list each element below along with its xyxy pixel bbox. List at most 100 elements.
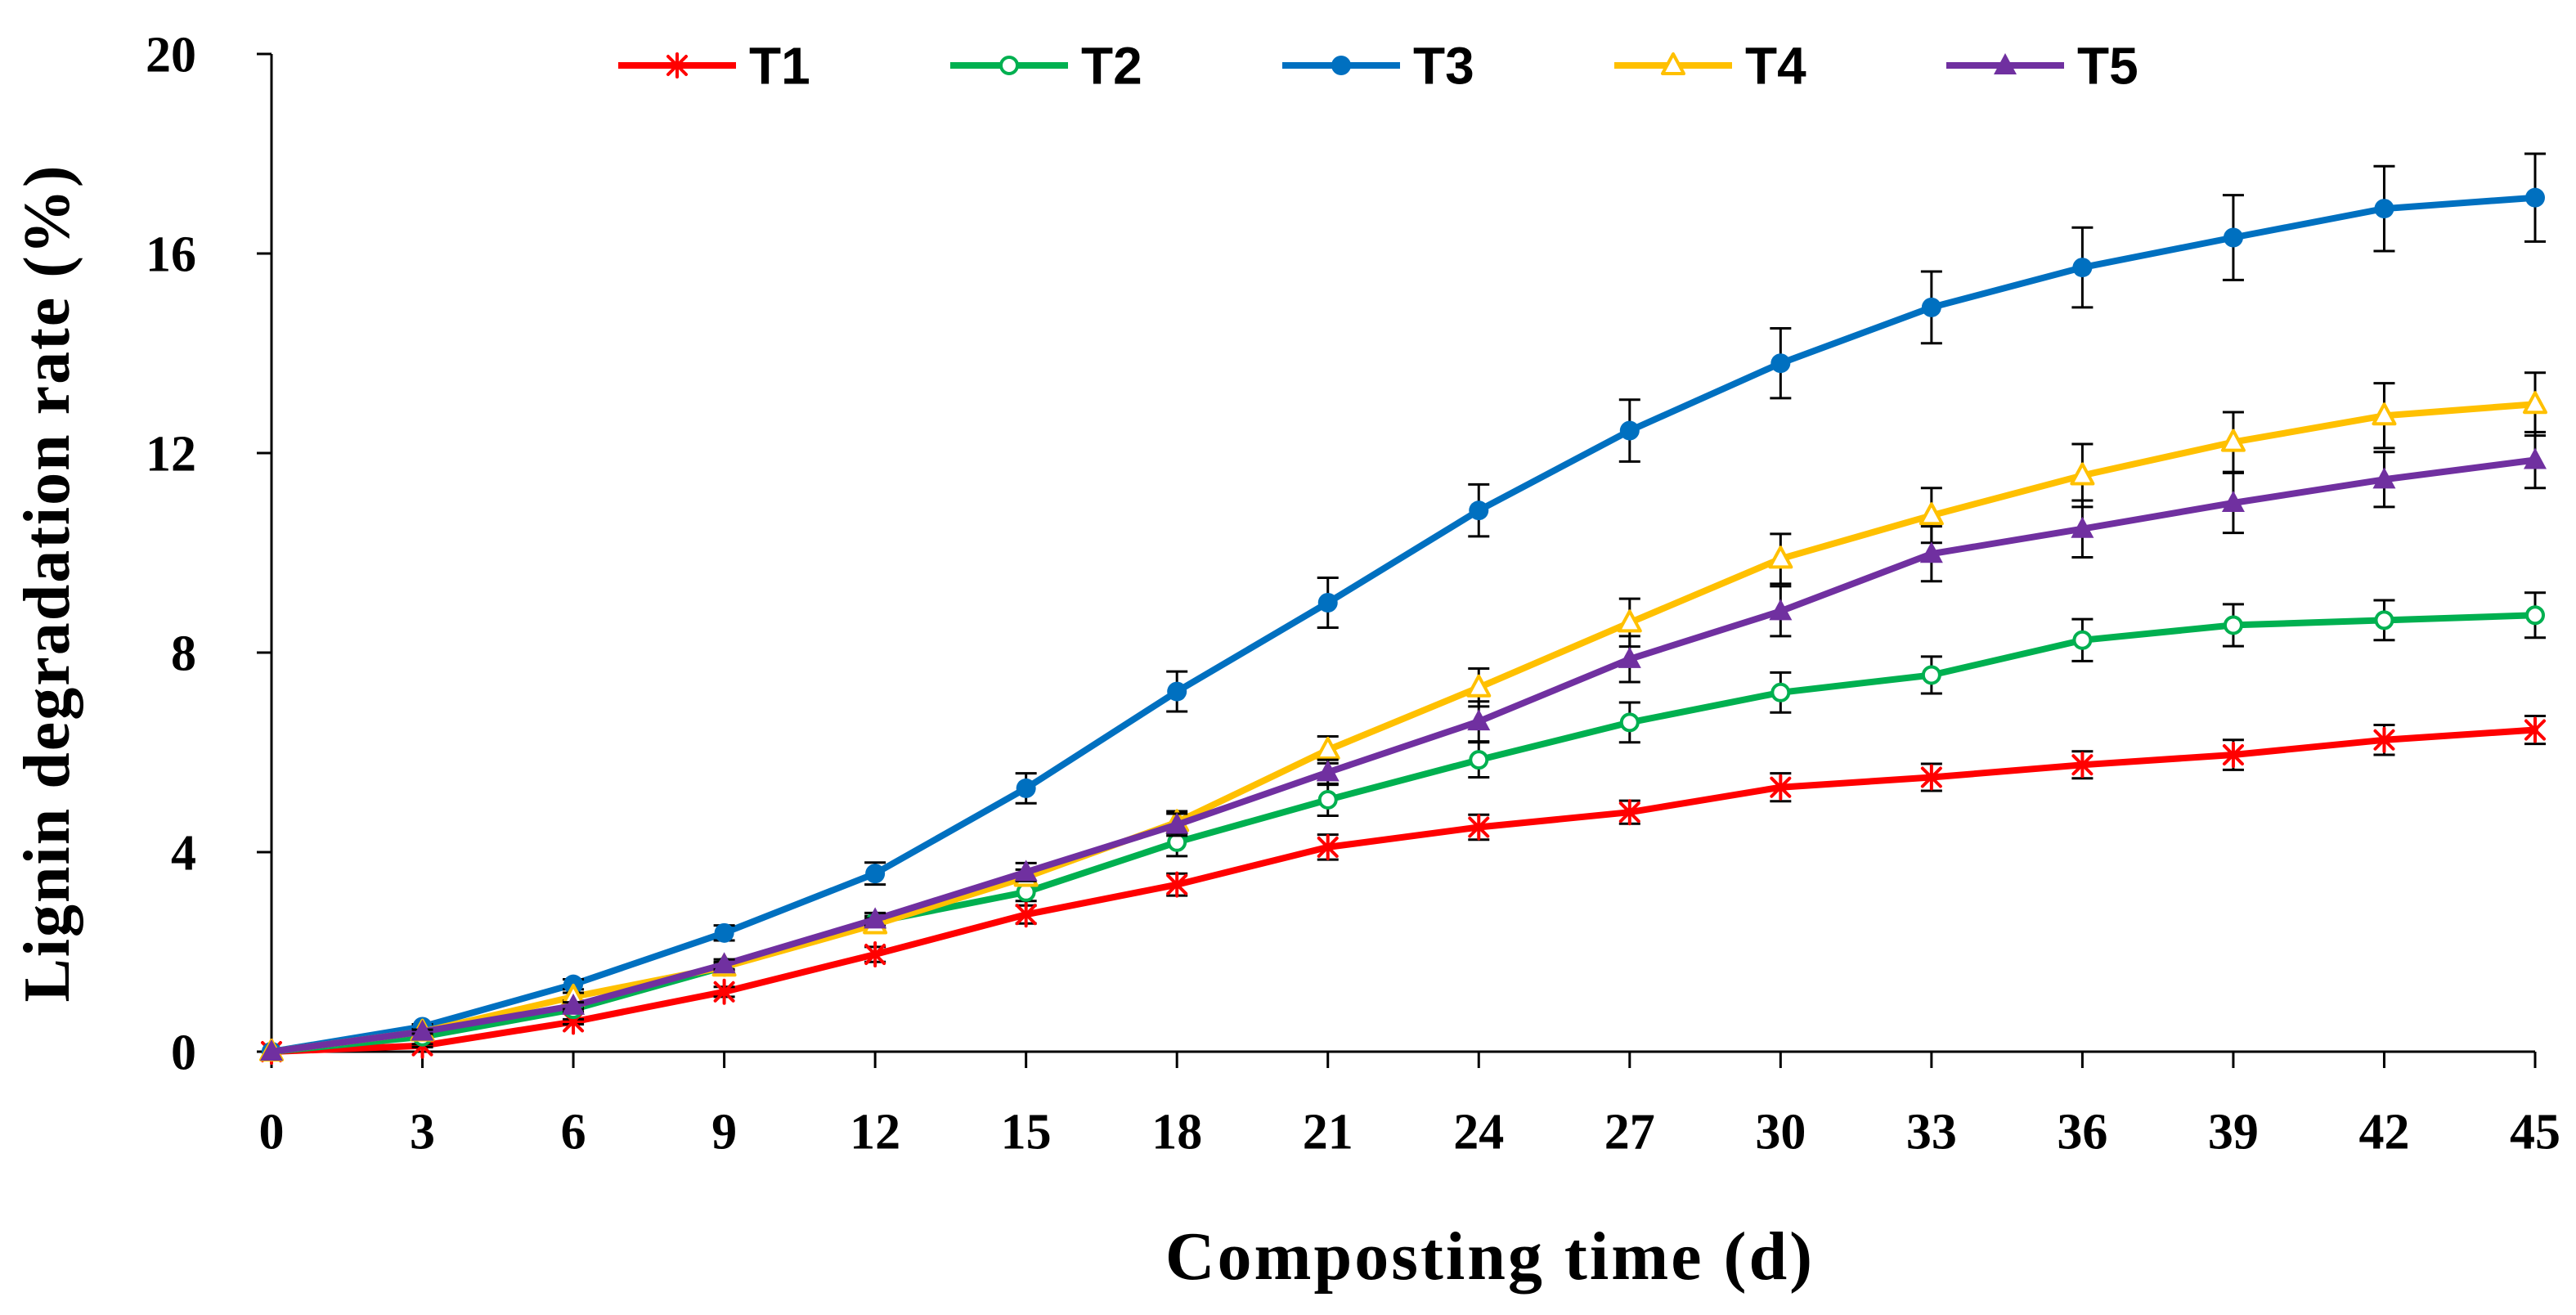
data-point-t1 — [713, 978, 735, 1005]
data-point-t4 — [2372, 402, 2397, 426]
data-point-t1 — [1920, 764, 1942, 791]
data-point-t3 — [1921, 297, 1941, 317]
y-tick-label: 8 — [171, 626, 196, 682]
data-point-t1 — [2373, 726, 2395, 753]
legend-item-t2: T2 — [950, 36, 1142, 95]
data-point-t5 — [1316, 760, 1340, 782]
legend-marker-t2 — [999, 56, 1019, 75]
data-point-t4 — [2070, 462, 2095, 486]
data-point-t5 — [1014, 859, 1038, 882]
legend-item-t4: T4 — [1614, 36, 1806, 95]
x-tick-label: 3 — [410, 1105, 435, 1160]
y-tick-label: 0 — [171, 1026, 196, 1081]
x-tick-label: 42 — [2358, 1105, 2409, 1160]
series-t5 — [260, 430, 2547, 1061]
legend: T1 T2 T3 T4 T5 — [618, 36, 2138, 95]
legend-marker-t3 — [1331, 56, 1351, 75]
data-point-t3 — [2525, 187, 2545, 208]
x-axis-ticks: 0 3 6 9 12 15 18 21 24 27 30 33 36 39 42 45 — [259, 1052, 2560, 1160]
data-point-t5 — [1919, 541, 1943, 563]
series-line-t5 — [268, 456, 2538, 1055]
x-axis-title: Composting time (d) — [1165, 1219, 1815, 1295]
series-line-t1 — [268, 726, 2538, 1055]
data-point-t2 — [1770, 682, 1791, 702]
series-t1 — [261, 714, 2546, 1065]
legend-marker-t1 — [666, 52, 688, 79]
data-point-t3 — [714, 922, 734, 943]
data-point-t2 — [1317, 789, 1338, 810]
series-t4 — [259, 371, 2547, 1061]
data-point-t3 — [1016, 778, 1036, 798]
data-point-t5 — [712, 952, 736, 974]
x-tick-label: 30 — [1755, 1105, 1806, 1160]
data-point-t5 — [864, 907, 887, 929]
legend-marker-t4 — [1661, 52, 1685, 75]
legend-item-t3: T3 — [1282, 36, 1474, 95]
data-point-t3 — [1770, 353, 1791, 374]
x-tick-label: 18 — [1151, 1105, 1202, 1160]
x-tick-label: 45 — [2510, 1105, 2560, 1160]
series-line-t3 — [268, 194, 2538, 1055]
data-point-t3 — [1167, 681, 1187, 702]
legend-marker-t5 — [1994, 53, 2017, 74]
x-tick-label: 24 — [1453, 1105, 1504, 1160]
data-point-t1 — [2071, 752, 2094, 779]
x-tick-label: 15 — [1001, 1105, 1052, 1160]
x-tick-label: 21 — [1303, 1105, 1353, 1160]
legend-label-t4: T4 — [1745, 36, 1806, 95]
y-axis-ticks: 0 4 8 12 16 20 — [146, 28, 272, 1081]
y-tick-label: 12 — [146, 427, 196, 482]
legend-label-t5: T5 — [2077, 36, 2138, 95]
y-axis-title: Lignin degradation rate (%) — [11, 164, 83, 1002]
data-point-t5 — [2524, 447, 2547, 469]
data-point-t1 — [2222, 742, 2244, 769]
data-point-t1 — [1770, 774, 1792, 801]
data-point-t5 — [1618, 646, 1641, 668]
data-point-t1 — [1468, 814, 1490, 841]
legend-item-t1: T1 — [618, 36, 810, 95]
data-point-t5 — [1165, 812, 1189, 834]
data-point-t4 — [2523, 391, 2547, 415]
data-point-t3 — [1469, 500, 1489, 521]
data-point-t5 — [411, 1019, 434, 1041]
data-point-t1 — [2524, 716, 2546, 743]
data-point-t3 — [1619, 420, 1640, 441]
data-point-t4 — [1466, 674, 1492, 698]
y-tick-label: 16 — [146, 227, 196, 283]
data-point-t3 — [865, 864, 886, 884]
data-point-t2 — [1921, 665, 1941, 685]
data-point-t3 — [2374, 199, 2394, 219]
data-point-t5 — [2071, 516, 2094, 538]
data-point-t5 — [1769, 599, 1793, 621]
data-point-t4 — [2220, 429, 2246, 452]
x-tick-label: 9 — [711, 1105, 737, 1160]
series-layer — [259, 152, 2547, 1065]
data-point-t3 — [2223, 227, 2243, 248]
data-point-t4 — [1919, 502, 1944, 526]
data-point-t1 — [1618, 799, 1640, 826]
x-tick-label: 33 — [1906, 1105, 1957, 1160]
legend-label-t1: T1 — [749, 36, 810, 95]
data-point-t1 — [1317, 833, 1339, 860]
data-point-t4 — [1315, 736, 1340, 760]
data-point-t5 — [2221, 491, 2245, 512]
legend-item-t5: T5 — [1946, 36, 2138, 95]
data-point-t3 — [2072, 258, 2093, 278]
data-point-t2 — [2525, 605, 2545, 626]
data-point-t2 — [1619, 712, 1640, 733]
x-tick-label: 27 — [1604, 1105, 1655, 1160]
data-point-t5 — [2372, 467, 2396, 489]
x-tick-label: 12 — [850, 1105, 900, 1160]
legend-label-t3: T3 — [1413, 36, 1474, 95]
y-tick-label: 4 — [171, 826, 196, 882]
data-point-t4 — [1768, 545, 1793, 569]
series-t3 — [262, 152, 2546, 1061]
y-tick-label: 20 — [146, 28, 196, 83]
data-point-t2 — [2072, 630, 2093, 650]
data-point-t2 — [2223, 615, 2243, 635]
x-tick-label: 36 — [2057, 1105, 2107, 1160]
data-point-t1 — [864, 941, 886, 968]
data-point-t1 — [1015, 901, 1037, 928]
